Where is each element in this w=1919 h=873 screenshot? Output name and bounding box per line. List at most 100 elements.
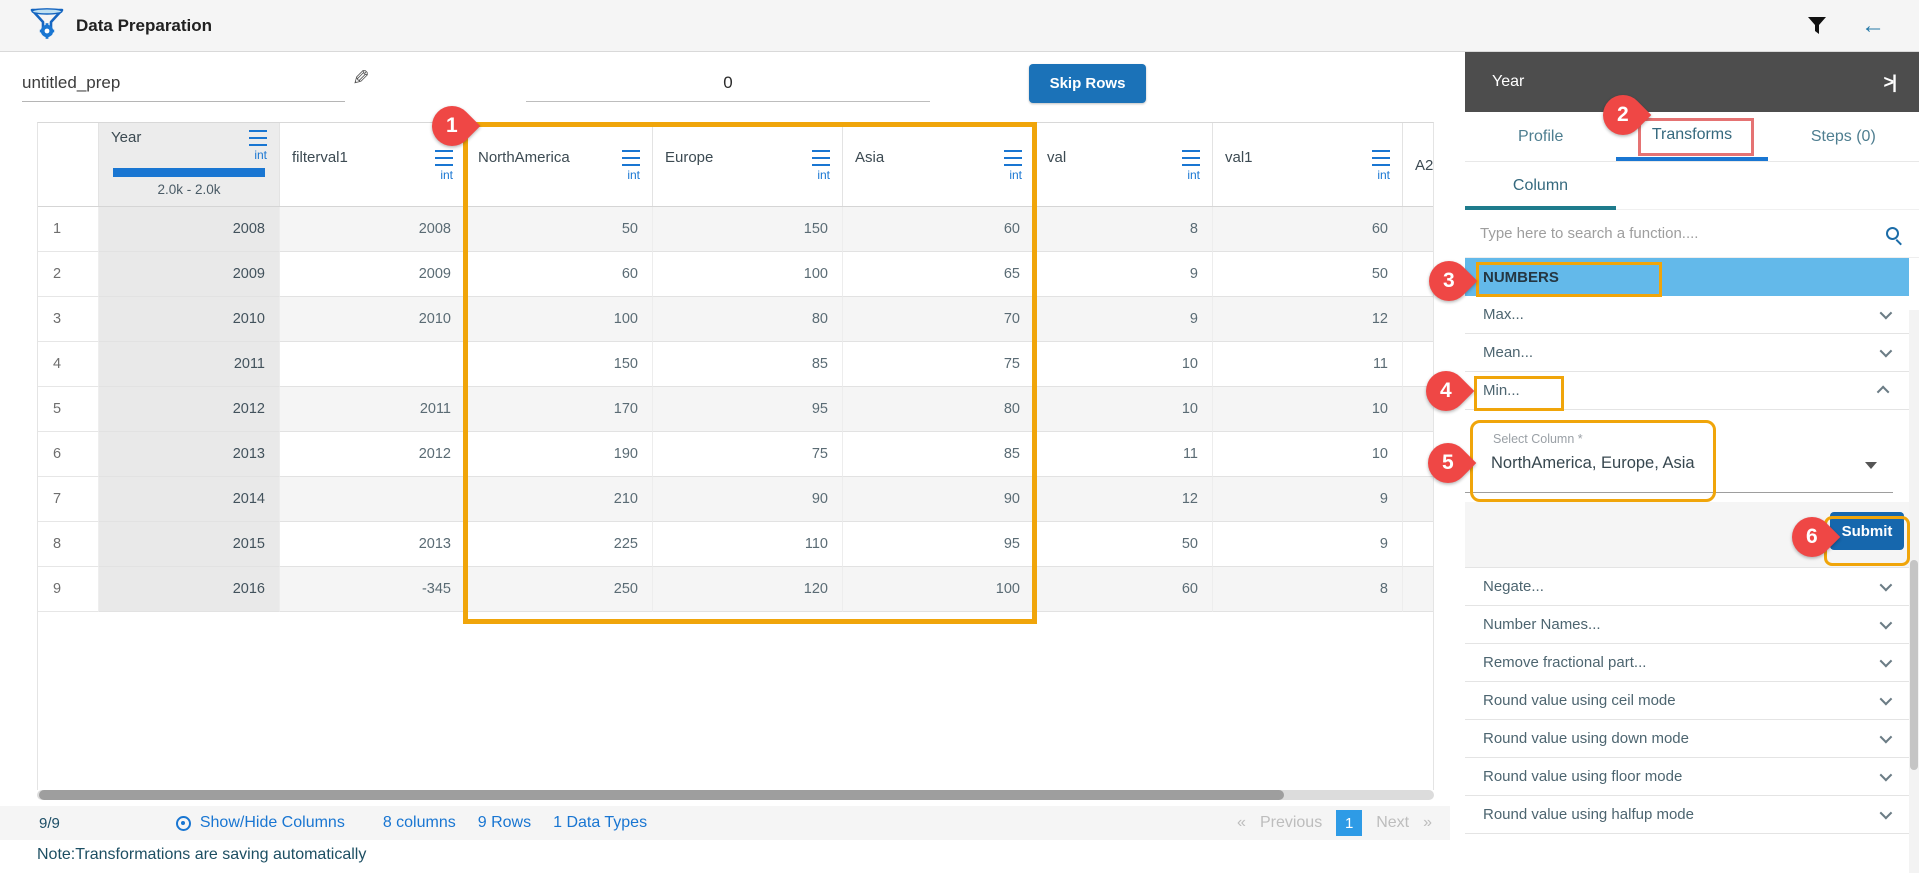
column-menu-icon[interactable]: [812, 149, 830, 166]
pagination-current-page[interactable]: 1: [1336, 810, 1363, 836]
function-item-negate[interactable]: Negate...: [1465, 568, 1909, 606]
function-item-round-value-using-floor-mode[interactable]: Round value using floor mode: [1465, 758, 1909, 796]
column-header-val[interactable]: val int: [1035, 123, 1213, 206]
search-magnifier-icon[interactable]: [1886, 227, 1899, 240]
column-menu-icon[interactable]: [249, 129, 267, 146]
table-stat: 1 Data Types: [553, 814, 648, 831]
column-type-label: int: [1009, 168, 1022, 182]
function-item-label: Round value using ceil mode: [1483, 692, 1676, 709]
function-item-label: Min...: [1483, 382, 1520, 399]
function-item-round-value-using-down-mode[interactable]: Round value using down mode: [1465, 720, 1909, 758]
chevron-down-icon[interactable]: [1879, 654, 1893, 668]
function-item-min[interactable]: Min...: [1465, 372, 1909, 410]
dropdown-arrow-icon[interactable]: [1865, 462, 1877, 469]
tab-profile[interactable]: Profile: [1517, 127, 1564, 145]
function-item-round-value-using-ceil-mode[interactable]: Round value using ceil mode: [1465, 682, 1909, 720]
table-cell: 100: [466, 297, 653, 342]
table-cell: 85: [653, 342, 843, 387]
column-menu-icon[interactable]: [1372, 149, 1390, 166]
horizontal-scrollbar-thumb[interactable]: [39, 790, 1284, 800]
sidebar-vertical-scrollbar[interactable]: [1909, 310, 1919, 873]
chevron-down-icon[interactable]: [1879, 730, 1893, 744]
table-cell: [1403, 522, 1433, 567]
row-number: 7: [38, 477, 99, 522]
sidebar-scrollbar-thumb[interactable]: [1910, 560, 1918, 770]
category-numbers[interactable]: NUMBERS: [1465, 258, 1909, 296]
table-row: 4 2011 150 85 75 10 11: [38, 342, 1433, 387]
chevron-down-icon[interactable]: [1879, 578, 1893, 592]
column-header-Asia[interactable]: Asia int: [843, 123, 1035, 206]
column-type-label: int: [817, 168, 830, 182]
sidebar-column-title: Year: [1492, 73, 1525, 90]
table-cell: 11: [1035, 432, 1213, 477]
column-header-A2[interactable]: A2: [1403, 123, 1434, 206]
chevron-down-icon[interactable]: [1879, 806, 1893, 820]
column-range-label: 2.0k - 2.0k: [157, 182, 221, 197]
table-row: 5 2012 2011 170 95 80 10 10: [38, 387, 1433, 432]
table-cell: [1403, 477, 1433, 522]
page-indicator: 9/9: [39, 814, 60, 832]
table-cell: 2010: [280, 297, 466, 342]
column-header-Year[interactable]: Year int 2.0k - 2.0k: [99, 123, 280, 206]
table-row: 7 2014 210 90 90 12 9: [38, 477, 1433, 522]
show-hide-columns-button[interactable]: Show/Hide Columns: [175, 814, 345, 832]
column-name: A2: [1415, 157, 1434, 174]
table-row: 8 2015 2013 225 110 95 50 9: [38, 522, 1433, 567]
function-item-number-names[interactable]: Number Names...: [1465, 606, 1909, 644]
chevron-down-icon[interactable]: [1879, 692, 1893, 706]
column-header-Europe[interactable]: Europe int: [653, 123, 843, 206]
function-item-round-value-using-halfup-mode[interactable]: Round value using halfup mode: [1465, 796, 1909, 834]
chevron-up-icon[interactable]: [1876, 385, 1890, 399]
table-cell: -345: [280, 567, 466, 612]
column-header-NorthAmerica[interactable]: NorthAmerica int: [466, 123, 653, 206]
dataset-name-input[interactable]: untitled_prep: [22, 64, 345, 102]
function-search-input[interactable]: [1480, 225, 1886, 242]
table-cell: 85: [843, 432, 1035, 477]
table-cell: [1403, 342, 1433, 387]
function-list-top: Max... Mean... Min...: [1465, 296, 1919, 410]
chevron-down-icon[interactable]: [1879, 344, 1893, 358]
column-menu-icon[interactable]: [1182, 149, 1200, 166]
column-menu-icon[interactable]: [1004, 149, 1022, 166]
row-number: 4: [38, 342, 99, 387]
table-cell: 70: [843, 297, 1035, 342]
pagination-next-symbol[interactable]: »: [1423, 814, 1432, 831]
table-cell: 9: [1213, 477, 1403, 522]
collapse-panel-icon[interactable]: >|: [1883, 71, 1896, 92]
table-cell: 2016: [99, 567, 280, 612]
function-item-label: Max...: [1483, 306, 1524, 323]
function-item-remove-fractional-part[interactable]: Remove fractional part...: [1465, 644, 1909, 682]
select-column-value[interactable]: NorthAmerica, Europe, Asia: [1491, 454, 1695, 472]
chevron-down-icon[interactable]: [1879, 768, 1893, 782]
table-cell: 210: [466, 477, 653, 522]
table-cell: 2012: [280, 432, 466, 477]
column-menu-icon[interactable]: [435, 149, 453, 166]
table-cell: 100: [653, 252, 843, 297]
back-arrow-icon[interactable]: ←: [1861, 11, 1885, 39]
table-cell: 80: [843, 387, 1035, 432]
tab-transforms[interactable]: Transforms: [1616, 112, 1768, 161]
select-column-field[interactable]: Select Column * NorthAmerica, Europe, As…: [1465, 410, 1909, 502]
skip-rows-count-input[interactable]: 0: [526, 64, 930, 102]
column-header-filterval1[interactable]: filterval1 int: [280, 123, 466, 206]
column-header-val1[interactable]: val1 int: [1213, 123, 1403, 206]
subtab-column[interactable]: Column: [1512, 176, 1569, 194]
horizontal-scrollbar[interactable]: [37, 790, 1434, 800]
table-cell: 110: [653, 522, 843, 567]
pagination-prev-symbol[interactable]: «: [1237, 814, 1246, 831]
pagination-next-button[interactable]: Next: [1376, 814, 1410, 831]
chevron-down-icon[interactable]: [1879, 616, 1893, 630]
function-item-max[interactable]: Max...: [1465, 296, 1909, 334]
edit-pencil-icon[interactable]: ✎: [352, 67, 370, 90]
filter-icon[interactable]: [1807, 16, 1827, 35]
select-field-underline: [1465, 492, 1893, 493]
tab-steps[interactable]: Steps (0): [1810, 127, 1876, 145]
column-menu-icon[interactable]: [622, 149, 640, 166]
pagination-previous-button[interactable]: Previous: [1259, 814, 1323, 831]
skip-rows-button[interactable]: Skip Rows: [1029, 64, 1146, 103]
table-cell: [1403, 207, 1433, 252]
function-list-bottom: Negate... Number Names... Remove fractiona…: [1465, 568, 1919, 834]
submit-button[interactable]: Submit: [1830, 512, 1904, 550]
chevron-down-icon[interactable]: [1879, 306, 1893, 320]
function-item-mean[interactable]: Mean...: [1465, 334, 1909, 372]
